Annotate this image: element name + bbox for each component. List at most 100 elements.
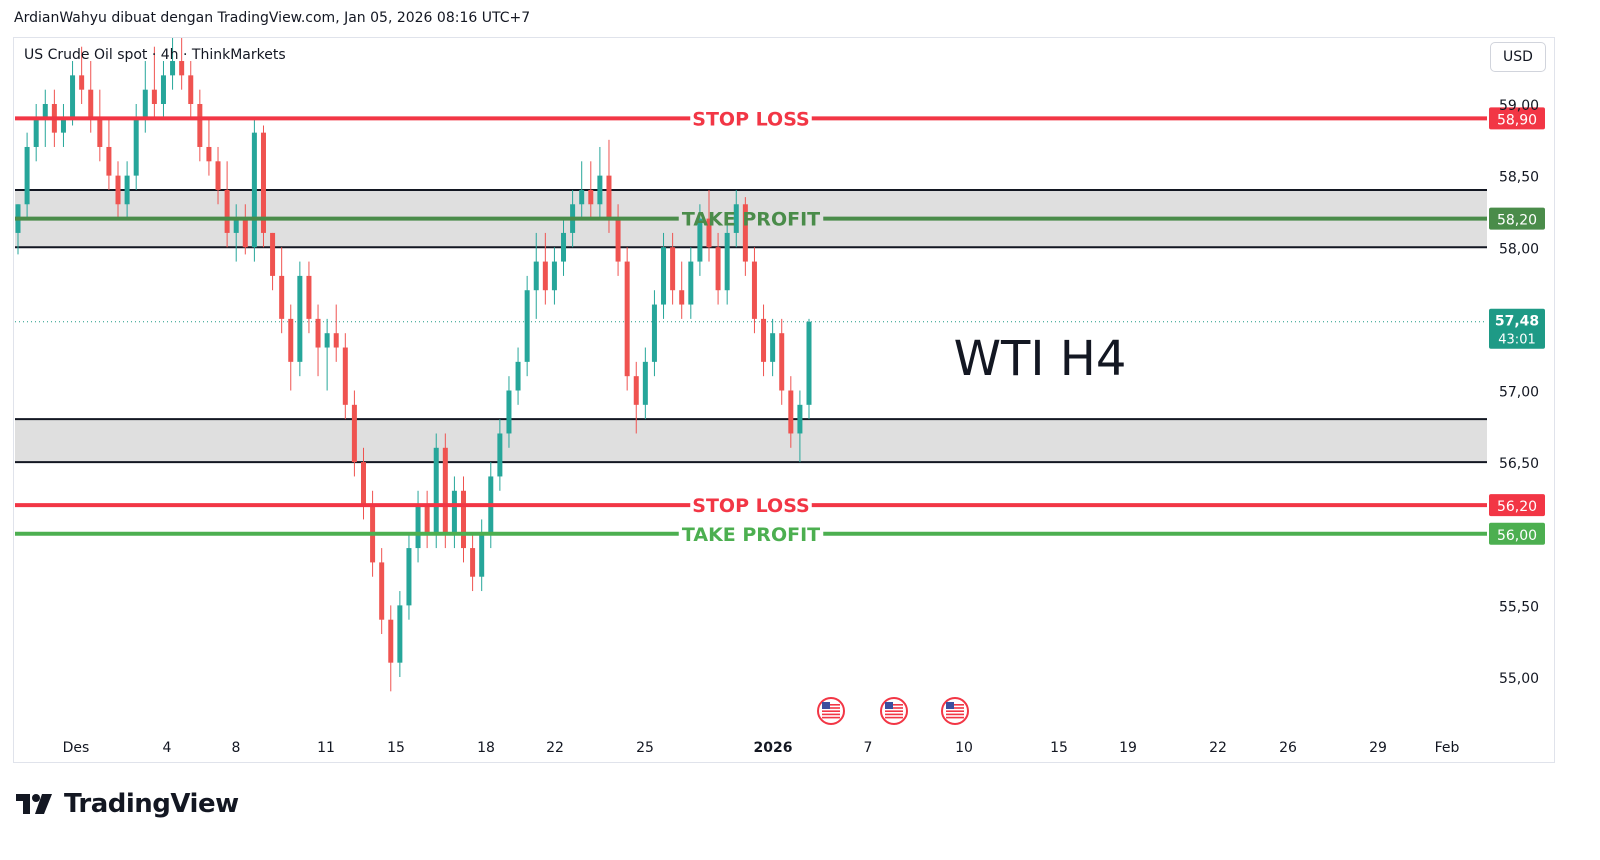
candle [506,390,512,434]
candle [679,290,685,305]
candle [561,232,567,262]
us-flag-event-icon[interactable] [941,697,969,725]
candle [170,61,176,76]
x-tick-label: 25 [636,740,654,756]
x-tick-label: 22 [1209,740,1227,756]
take-profit-upper-price-label: 58,20 [1497,213,1537,229]
y-tick-label: 55,50 [1499,599,1539,615]
candle [106,146,112,176]
y-tick-label: 58,00 [1499,241,1539,257]
chart-svg[interactable]: STOP LOSS 58,90 TAKE PROFIT 58,20 STOP LOSS 5… [14,38,1556,764]
candle [424,505,430,534]
candle [415,505,421,549]
candle [497,433,503,477]
x-tick-label: Feb [1435,740,1460,756]
candle [779,333,785,391]
candle [324,333,330,348]
candle [270,232,276,276]
candle [260,132,266,233]
x-tick-label: 15 [387,740,405,756]
x-tick-label: 10 [955,740,973,756]
candle [279,275,285,319]
candle [515,361,521,391]
candle [551,261,557,291]
support-zone [15,419,1487,463]
logo-text: TradingView [64,789,239,819]
candle [533,261,539,291]
stop-loss-lower-price-label: 56,20 [1497,499,1537,515]
y-tick-label: 59,00 [1499,98,1539,114]
candle [806,321,812,405]
current-price-label: 57,48 [1495,314,1539,330]
candle [333,333,339,348]
candle [542,261,548,291]
x-tick-label: Des [63,740,90,756]
y-tick-label: 57,00 [1499,385,1539,401]
candle [597,175,603,205]
take-profit-upper-price-badge [1489,207,1545,230]
candle [642,361,648,405]
candle [160,75,166,104]
candle [179,61,185,76]
x-tick-label: 26 [1279,740,1297,756]
symbol-title[interactable]: US Crude Oil spot · 4h · ThinkMarkets [24,47,286,63]
candle [688,261,694,305]
candle [451,490,457,534]
candle [297,275,303,362]
tradingview-logo[interactable]: TradingView [16,789,239,819]
candle [742,204,748,262]
tradingview-logo-icon [16,794,52,814]
candle [697,218,703,262]
candle [651,304,657,362]
candle [733,204,739,233]
x-tick-label: 15 [1050,740,1068,756]
candle [97,118,103,147]
candle [306,275,312,319]
x-tick-label: 4 [163,740,172,756]
chart-frame[interactable]: STOP LOSS 58,90 TAKE PROFIT 58,20 STOP LOSS 5… [13,37,1555,763]
candle [724,232,730,291]
candle [224,189,230,233]
candle [242,218,248,248]
candle [615,218,621,262]
candle [60,118,66,133]
candle [470,548,476,577]
candle [188,75,194,104]
candle [706,218,712,248]
candle [360,462,366,506]
candle [606,175,612,219]
candle [206,146,212,162]
us-flag-event-icon[interactable] [817,697,845,725]
y-tick-label: 58,50 [1499,170,1539,186]
us-flag-event-icon[interactable] [880,697,908,725]
candle [70,75,76,119]
candle-countdown: 43:01 [1498,333,1535,348]
x-tick-label: 29 [1369,740,1387,756]
take-profit-upper-label: TAKE PROFIT [682,209,820,231]
candle [88,89,94,119]
take-profit-lower-label: TAKE PROFIT [682,524,820,546]
candle [770,333,776,362]
y-tick-label: 55,00 [1499,671,1539,687]
take-profit-lower-price-label: 56,00 [1497,528,1537,544]
candle [42,104,48,119]
x-tick-label: 19 [1119,740,1137,756]
candle [624,261,630,377]
x-tick-label: 18 [477,740,495,756]
stop-loss-lower-price-badge [1489,494,1545,517]
candle [251,132,257,248]
candle [379,562,385,620]
candle [588,189,594,205]
candle [670,247,676,291]
wti-h4-annotation: WTI H4 [954,331,1127,387]
candle [761,318,767,362]
current-price-badge [1489,308,1545,349]
candle [479,533,485,577]
candle [788,390,794,434]
x-tick-label: 22 [546,740,564,756]
currency-button[interactable]: USD [1490,42,1546,72]
candle [233,218,239,233]
candle [388,619,394,663]
candle [797,404,803,434]
candle [133,118,139,176]
